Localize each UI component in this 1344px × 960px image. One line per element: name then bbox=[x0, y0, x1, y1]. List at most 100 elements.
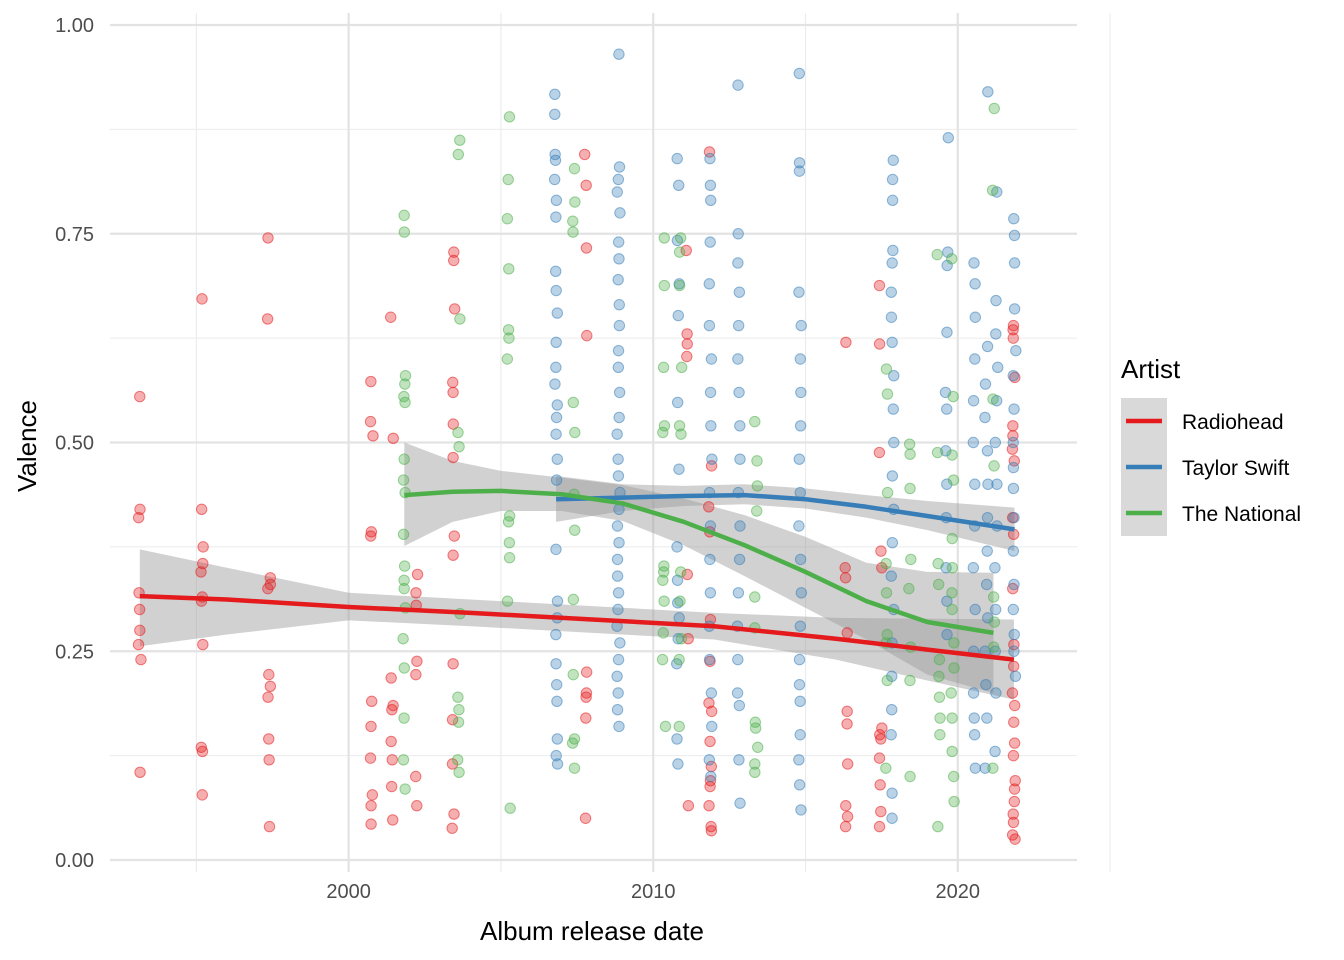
data-point bbox=[1007, 436, 1019, 449]
confidence-band bbox=[139, 549, 1014, 700]
data-point bbox=[749, 415, 761, 428]
trend-line bbox=[556, 492, 1015, 532]
data-point bbox=[385, 672, 397, 684]
data-point bbox=[656, 653, 669, 666]
data-point bbox=[886, 704, 898, 716]
data-point bbox=[365, 695, 378, 708]
data-point bbox=[733, 699, 746, 712]
data-point bbox=[795, 319, 807, 332]
data-point bbox=[453, 440, 465, 453]
data-point bbox=[551, 307, 564, 319]
data-point bbox=[981, 545, 993, 557]
data-point bbox=[581, 329, 593, 342]
data-point bbox=[262, 582, 274, 595]
data-point bbox=[932, 578, 945, 591]
data-point bbox=[904, 770, 916, 783]
legend-title: Artist bbox=[1121, 354, 1181, 384]
data-point bbox=[793, 754, 805, 766]
data-point bbox=[398, 560, 411, 572]
data-point bbox=[551, 758, 564, 770]
data-point bbox=[793, 453, 806, 465]
data-point bbox=[550, 474, 563, 486]
data-point bbox=[1008, 403, 1020, 415]
data-point bbox=[1007, 370, 1019, 382]
data-point bbox=[749, 758, 761, 770]
data-point bbox=[613, 319, 626, 332]
data-point bbox=[1008, 213, 1020, 225]
data-point bbox=[657, 426, 669, 439]
data-point bbox=[734, 797, 746, 809]
data-point bbox=[448, 530, 461, 542]
trend-lines bbox=[139, 488, 1015, 662]
data-point bbox=[567, 396, 579, 409]
data-point bbox=[196, 293, 208, 305]
data-point bbox=[881, 674, 893, 687]
data-point bbox=[681, 350, 693, 363]
data-point bbox=[659, 720, 672, 733]
data-point bbox=[567, 226, 579, 238]
data-point bbox=[840, 800, 852, 812]
data-point bbox=[731, 687, 744, 699]
data-point bbox=[447, 376, 459, 389]
data-point bbox=[704, 152, 716, 165]
data-point bbox=[903, 438, 916, 450]
data-point bbox=[881, 486, 894, 499]
data-point bbox=[398, 582, 410, 595]
data-point bbox=[749, 766, 761, 779]
data-point bbox=[551, 733, 564, 745]
data-points bbox=[132, 48, 1022, 845]
data-point bbox=[751, 505, 763, 517]
data-point bbox=[657, 574, 669, 586]
data-point bbox=[989, 562, 1001, 574]
data-point bbox=[705, 825, 718, 837]
data-point bbox=[262, 232, 274, 244]
data-point bbox=[886, 194, 899, 207]
data-point bbox=[732, 653, 744, 666]
data-point bbox=[411, 568, 424, 581]
data-point bbox=[946, 745, 958, 758]
y-tick-label: 0.75 bbox=[55, 224, 94, 246]
data-point bbox=[399, 783, 411, 795]
data-point bbox=[933, 670, 945, 682]
data-point bbox=[1008, 737, 1021, 749]
x-tick-label: 2020 bbox=[936, 881, 981, 903]
data-point bbox=[580, 712, 592, 724]
data-point bbox=[613, 161, 626, 173]
data-point bbox=[398, 226, 411, 238]
data-point bbox=[989, 745, 1001, 758]
data-point bbox=[841, 718, 853, 730]
data-point bbox=[873, 279, 886, 292]
data-point bbox=[550, 678, 563, 691]
data-point bbox=[749, 716, 762, 728]
data-point bbox=[942, 132, 954, 144]
data-point bbox=[682, 800, 695, 812]
data-point bbox=[197, 557, 209, 570]
data-point bbox=[980, 578, 993, 591]
data-point bbox=[681, 338, 693, 350]
data-point bbox=[947, 474, 960, 486]
data-point bbox=[452, 426, 464, 439]
data-point bbox=[1008, 716, 1020, 728]
data-point bbox=[946, 449, 958, 461]
data-point bbox=[988, 460, 1000, 472]
data-point bbox=[946, 587, 958, 599]
data-point bbox=[948, 795, 960, 808]
data-point bbox=[550, 361, 562, 374]
data-point bbox=[704, 179, 717, 192]
data-point bbox=[550, 428, 562, 440]
data-point bbox=[705, 687, 718, 699]
data-point bbox=[705, 420, 717, 432]
data-point bbox=[793, 165, 806, 177]
data-point bbox=[905, 553, 917, 566]
data-point bbox=[873, 338, 886, 350]
data-point bbox=[979, 411, 991, 424]
data-point bbox=[611, 570, 624, 582]
data-point bbox=[549, 88, 561, 101]
data-point bbox=[447, 658, 459, 670]
data-point bbox=[673, 179, 685, 192]
data-point bbox=[969, 353, 981, 365]
data-point bbox=[503, 552, 516, 564]
data-point bbox=[841, 705, 853, 718]
data-point bbox=[793, 157, 806, 169]
data-point bbox=[569, 196, 581, 208]
